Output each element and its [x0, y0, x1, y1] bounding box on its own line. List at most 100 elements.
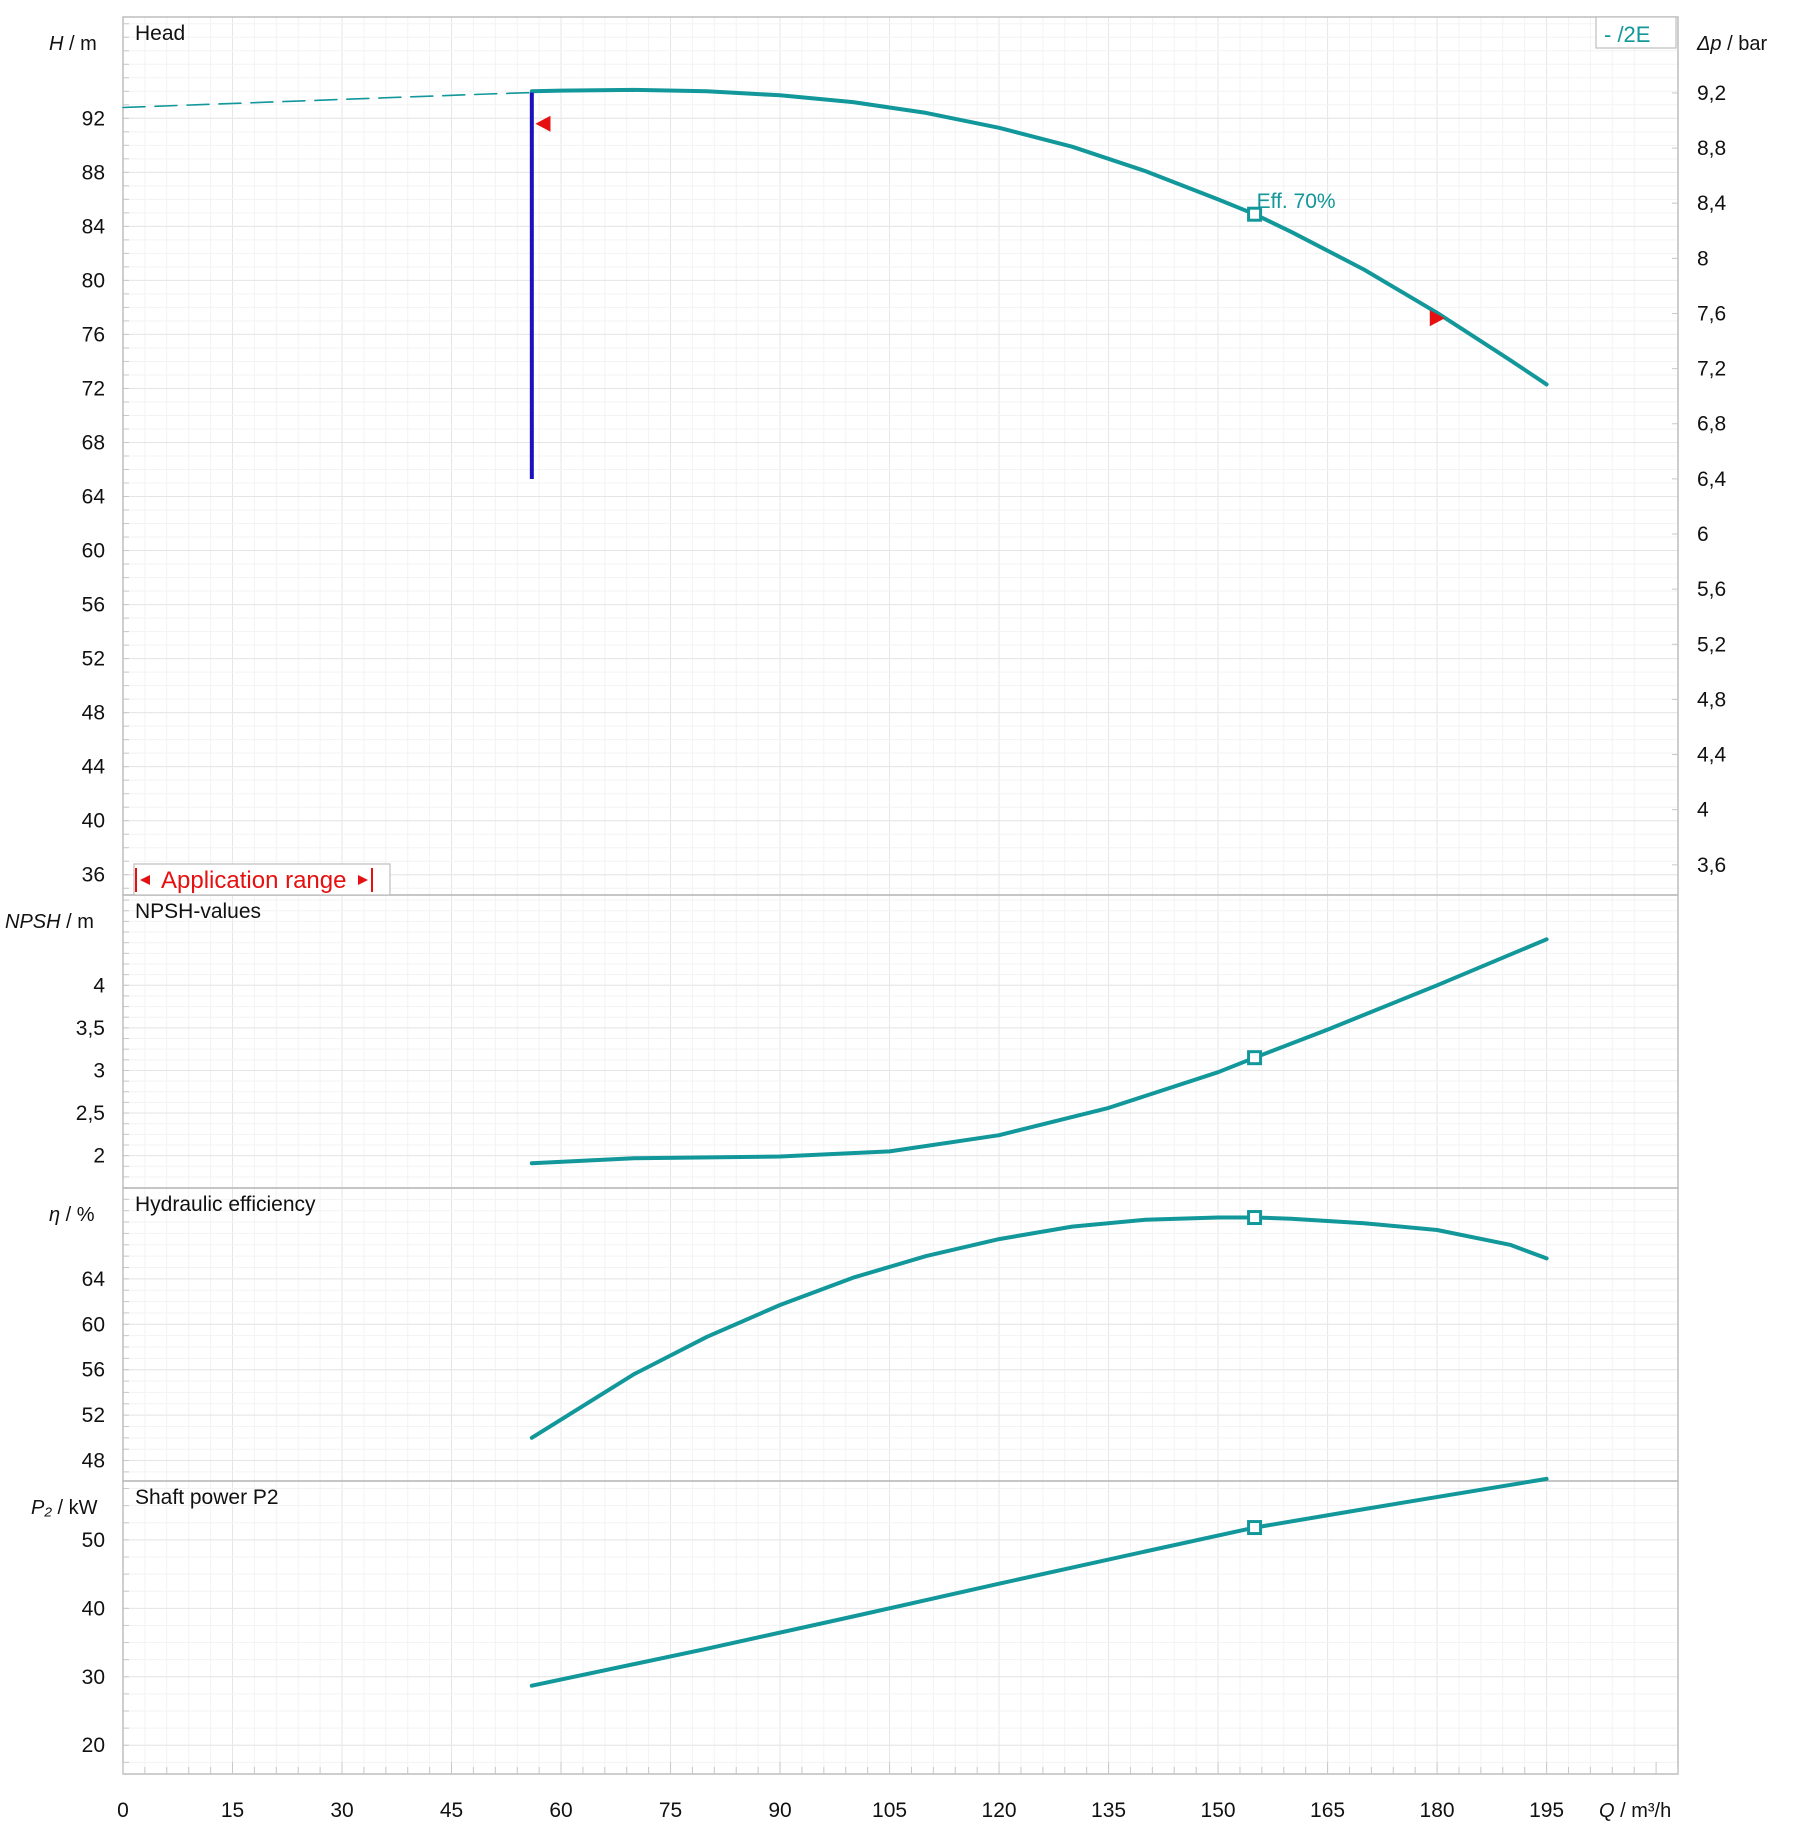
y-tick-label: 40: [82, 1597, 105, 1620]
x-tick-label: 15: [221, 1799, 244, 1822]
curve-head: [529, 87, 1549, 387]
secondary-tick-label: 5,2: [1697, 633, 1726, 656]
y-axis-unit: / m: [61, 911, 94, 933]
y-tick-label: 3,5: [76, 1017, 105, 1040]
duty-point-eff: [1247, 1210, 1263, 1226]
x-tick-label: 135: [1091, 1799, 1126, 1822]
y-tick-label: 52: [82, 648, 105, 671]
y-axis-symbol: H: [49, 33, 64, 55]
panel-title-head: Head: [135, 22, 185, 45]
efficiency-label: Eff. 70%: [1257, 190, 1336, 213]
secondary-tick-label: 7,6: [1697, 302, 1726, 325]
y-tick-label: 3: [93, 1059, 105, 1082]
y-tick-label: 60: [82, 540, 105, 563]
x-tick-label: 105: [872, 1799, 907, 1822]
panel-eff: [122, 1187, 1679, 1481]
x-tick-label: 195: [1529, 1799, 1564, 1822]
y-tick-label: 56: [82, 594, 105, 617]
y-tick-label: 64: [82, 486, 106, 509]
panel-frame-p2: [122, 1480, 1679, 1775]
y-axis-symbol: η: [49, 1204, 60, 1226]
curve-eff: [529, 1215, 1549, 1440]
secondary-tick-label: 6,4: [1697, 468, 1727, 491]
y-tick-label: 40: [82, 810, 105, 833]
panel-title-npsh: NPSH-values: [135, 900, 261, 923]
y-tick-label: 52: [82, 1404, 105, 1427]
secondary-tick-label: 4,4: [1697, 744, 1727, 767]
x-tick-label: 90: [768, 1799, 791, 1822]
duty-point-head: [1247, 206, 1263, 222]
y-axis-label-p2: P₂ / kW: [31, 1497, 98, 1519]
x-tick-label: 180: [1420, 1799, 1455, 1822]
axes-layer: [122, 16, 1679, 1775]
x-axis-symbol: Q: [1599, 1800, 1615, 1822]
application-range-right-arrow: [358, 875, 368, 885]
secondary-tick-label: 5,6: [1697, 578, 1726, 601]
y-axis-label-eff: η / %: [49, 1204, 95, 1226]
curve-p2: [529, 1476, 1549, 1688]
secondary-axis-label: Δp / bar: [1696, 33, 1767, 55]
x-axis-unit: / m³/h: [1615, 1800, 1672, 1822]
y-axis-label-npsh: NPSH / m: [5, 911, 94, 933]
panel-head: [122, 17, 1679, 895]
secondary-tick-label: 4: [1697, 799, 1709, 822]
x-tick-label: 75: [659, 1799, 682, 1822]
secondary-tick-label: 6,8: [1697, 413, 1726, 436]
panel-title-p2: Shaft power P2: [135, 1486, 279, 1509]
secondary-tick-label: 8,8: [1697, 137, 1726, 160]
y-tick-label: 30: [82, 1666, 105, 1689]
y-axis-unit: / %: [60, 1204, 95, 1226]
y-tick-label: 68: [82, 431, 105, 454]
y-tick-label: 80: [82, 269, 105, 292]
secondary-tick-label: 4,8: [1697, 688, 1726, 711]
x-tick-label: 60: [549, 1799, 572, 1822]
x-axis-label: Q / m³/h: [1599, 1800, 1671, 1822]
y-tick-label: 4: [93, 974, 105, 997]
y-tick-label: 50: [82, 1529, 105, 1552]
y-tick-label: 44: [82, 756, 106, 779]
y-axis-unit: / kW: [52, 1497, 98, 1519]
x-tick-label: 120: [982, 1799, 1017, 1822]
duty-point-p2: [1247, 1520, 1263, 1536]
y-tick-label: 64: [82, 1268, 106, 1291]
y-tick-label: 56: [82, 1359, 105, 1382]
secondary-tick-label: 6: [1697, 523, 1709, 546]
curve-head-extrapolated: [122, 91, 533, 109]
y-tick-label: 84: [82, 215, 106, 238]
y-tick-label: 36: [82, 864, 105, 887]
y-tick-label: 20: [82, 1734, 105, 1757]
y-tick-label: 76: [82, 323, 105, 346]
legend-box: [1595, 16, 1677, 49]
secondary-tick-label: 3,6: [1697, 854, 1726, 877]
secondary-tick-label: 9,2: [1697, 82, 1726, 105]
y-tick-label: 60: [82, 1313, 105, 1336]
secondary-axis-unit: / bar: [1722, 33, 1768, 55]
secondary-tick-label: 8: [1697, 247, 1709, 270]
secondary-axis-symbol: Δp: [1696, 33, 1722, 55]
x-tick-label: 165: [1310, 1799, 1345, 1822]
x-tick-label: 0: [117, 1799, 129, 1822]
panel-title-eff: Hydraulic efficiency: [135, 1193, 316, 1216]
y-axis-symbol: P₂: [31, 1497, 52, 1519]
application-range-label: Application range: [161, 867, 346, 894]
y-tick-label: 92: [82, 107, 105, 130]
duty-point-npsh: [1247, 1050, 1263, 1066]
x-tick-label: 150: [1201, 1799, 1236, 1822]
x-tick-label: 45: [440, 1799, 463, 1822]
y-axis-symbol: NPSH: [5, 911, 61, 933]
secondary-tick-label: 8,4: [1697, 192, 1727, 215]
curve-npsh: [529, 937, 1549, 1166]
range-marker-right: [1429, 310, 1445, 327]
y-tick-label: 48: [82, 702, 105, 725]
y-axis-unit: / m: [63, 33, 96, 55]
y-tick-label: 48: [82, 1450, 105, 1473]
y-tick-label: 2: [93, 1145, 105, 1168]
range-marker-left: [535, 115, 551, 132]
panel-npsh: [122, 895, 1679, 1189]
y-tick-label: 2,5: [76, 1102, 105, 1125]
secondary-tick-label: 7,2: [1697, 358, 1726, 381]
series-layer: [122, 87, 1549, 1688]
x-tick-label: 30: [330, 1799, 353, 1822]
